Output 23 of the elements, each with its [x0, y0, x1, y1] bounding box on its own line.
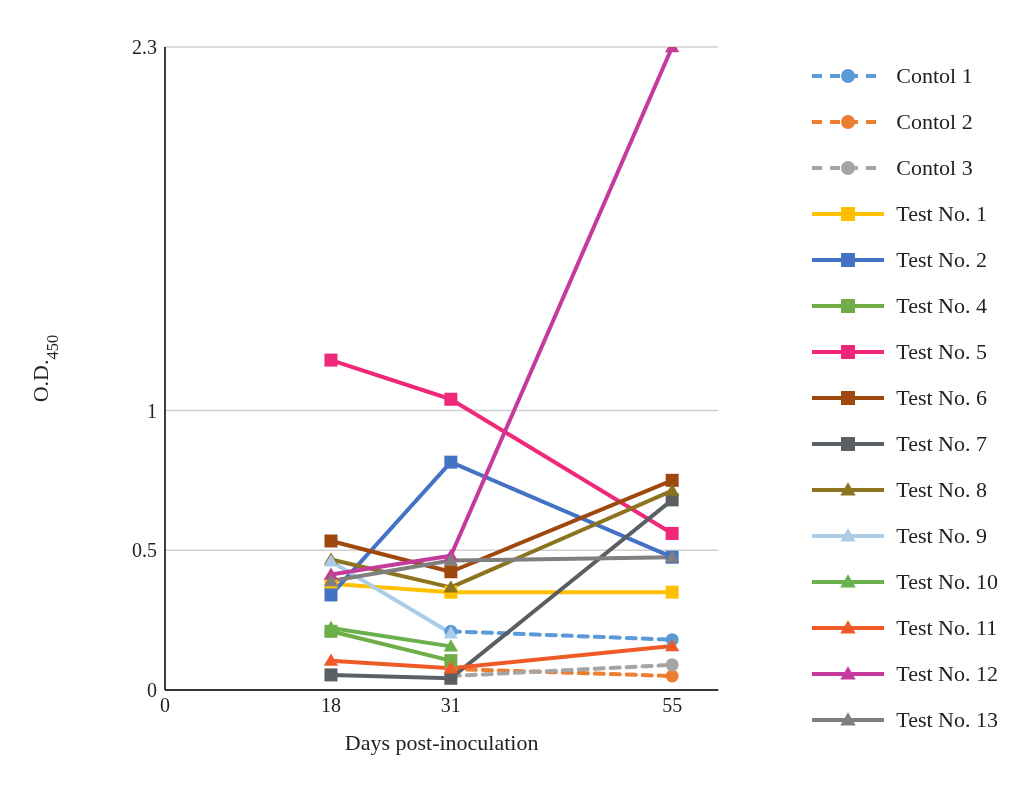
legend-label: Test No. 6 [896, 385, 987, 411]
x-axis-title: Days post-inoculation [344, 730, 539, 755]
legend-label: Test No. 5 [896, 339, 987, 365]
y-tick-label: 0 [147, 679, 157, 702]
legend-label: Test No. 1 [896, 201, 987, 227]
legend-label: Test No. 12 [896, 661, 998, 687]
legend-label: Contol 3 [896, 155, 973, 181]
y-tick-label: 0.5 [132, 539, 157, 562]
legend-label: Contol 1 [896, 63, 973, 89]
y-tick-label: 2.3 [132, 36, 157, 59]
y-tick-label: 1 [147, 399, 157, 422]
legend-label: Test No. 10 [896, 569, 998, 595]
x-tick-label: 31 [440, 694, 461, 717]
legend-label: Test No. 2 [896, 247, 987, 273]
legend-label: Test No. 4 [896, 293, 987, 319]
x-tick-label: 18 [320, 694, 341, 717]
legend-label: Test No. 9 [896, 523, 987, 549]
legend-label: Contol 2 [896, 109, 973, 135]
legend-label: Test No. 7 [896, 431, 987, 457]
x-tick-label: 55 [662, 694, 683, 717]
legend-label: Test No. 11 [896, 615, 998, 641]
legend-label: Test No. 13 [896, 707, 998, 733]
legend-label: Test No. 8 [896, 477, 987, 503]
